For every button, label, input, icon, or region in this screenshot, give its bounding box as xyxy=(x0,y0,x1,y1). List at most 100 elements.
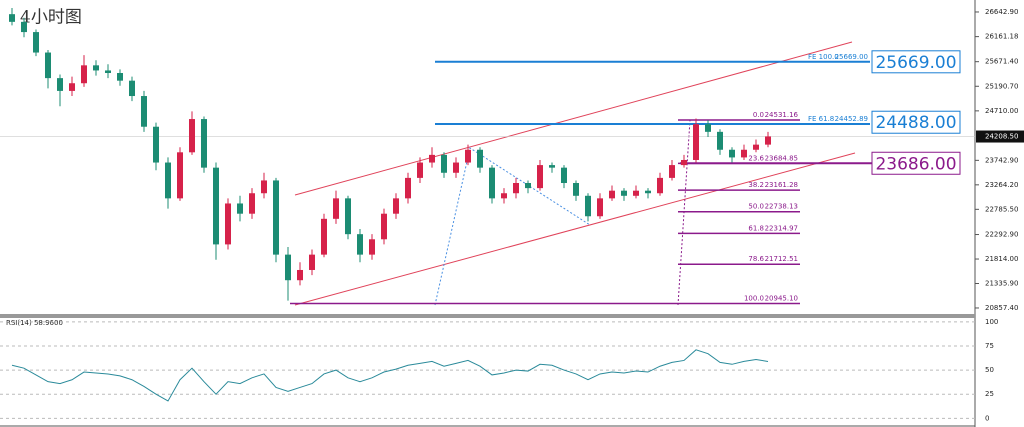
rsi-line xyxy=(11,349,769,402)
y-tick-label: 23264.20 xyxy=(985,181,1018,189)
fib-value: 20945.10 xyxy=(765,294,798,302)
candle-body xyxy=(237,203,243,214)
pane-separator xyxy=(0,314,975,318)
candle-body xyxy=(417,162,423,178)
candle-body xyxy=(753,144,759,150)
fib-value: 22314.97 xyxy=(765,224,798,232)
candle-body xyxy=(117,73,123,81)
candle-body xyxy=(249,193,255,214)
candle-body xyxy=(693,124,699,160)
chart-title: 4小时图 xyxy=(20,8,82,28)
price-box xyxy=(871,151,961,175)
fib-ratio: 23.6 xyxy=(748,154,764,162)
y-tick-label: 24710.00 xyxy=(985,107,1018,115)
candle-body xyxy=(21,21,27,33)
candle-body xyxy=(345,198,351,235)
candle-body xyxy=(525,183,531,189)
y-tick-label: 25671.40 xyxy=(985,58,1018,66)
fib-ratio: 38.2 xyxy=(748,181,764,189)
y-tick-label: 22785.50 xyxy=(985,205,1018,213)
y-tick-label: 23742.90 xyxy=(985,156,1018,164)
candle-body xyxy=(321,218,327,255)
candle-body xyxy=(393,198,399,214)
last-price-box xyxy=(976,130,1024,143)
fe-text: FE 61.8 xyxy=(808,115,834,123)
fib-value: 23684.85 xyxy=(765,154,798,162)
candle-body xyxy=(381,213,387,240)
y-tick-label: 25190.70 xyxy=(985,82,1018,90)
candle-body xyxy=(225,203,231,245)
candle-body xyxy=(213,167,219,245)
price-box xyxy=(871,110,961,134)
candle-body xyxy=(633,190,639,196)
y-tick-label: 22292.90 xyxy=(985,231,1018,239)
candle-body xyxy=(645,190,651,194)
fib-trend xyxy=(677,119,691,306)
channel-lower xyxy=(294,152,856,306)
candle-body xyxy=(357,234,363,255)
rsi-tick-label: 50 xyxy=(985,366,994,374)
rsi-tick-label: 100 xyxy=(985,318,998,326)
candle-body xyxy=(33,32,39,53)
candle-body xyxy=(681,159,687,166)
candle-body xyxy=(9,14,15,22)
y-tick-label: 26642.90 xyxy=(985,8,1018,16)
candle-body xyxy=(657,177,663,194)
candle-body xyxy=(489,167,495,199)
candle-body xyxy=(297,269,303,281)
fib-ratio: 61.8 xyxy=(748,224,764,232)
candle-body xyxy=(129,80,135,97)
price-box-label: 24488.00 xyxy=(875,113,956,133)
fib-ratio: 100.0 xyxy=(744,294,764,302)
price-box xyxy=(871,50,961,74)
candle-body xyxy=(105,70,111,74)
candle-body xyxy=(513,183,519,194)
candle-body xyxy=(405,177,411,199)
fib-value: 22738.13 xyxy=(765,203,798,211)
candle-body xyxy=(309,254,315,270)
candle-body xyxy=(561,167,567,184)
fe-text: FE 100.0 xyxy=(808,53,839,61)
candle-body xyxy=(93,65,99,71)
rsi-tick-label: 75 xyxy=(985,342,994,350)
candle-body xyxy=(609,190,615,199)
candle-body xyxy=(465,149,471,163)
candle-body xyxy=(333,198,339,219)
price-box-label: 23686.00 xyxy=(875,154,956,174)
candle-body xyxy=(273,180,279,255)
fib-ratio: 78.6 xyxy=(748,255,764,263)
candle-body xyxy=(429,154,435,163)
candle-body xyxy=(189,119,195,153)
candle-body xyxy=(729,149,735,158)
fib-value: 23161.28 xyxy=(765,181,798,189)
candle-body xyxy=(549,165,555,168)
candle-body xyxy=(537,165,543,189)
candle-body xyxy=(285,254,291,281)
candle-body xyxy=(621,190,627,196)
candle-body xyxy=(705,124,711,132)
candle-body xyxy=(585,195,591,217)
candle-body xyxy=(441,154,447,173)
candle-body xyxy=(501,193,507,199)
fib-ratio: 50.0 xyxy=(748,203,764,211)
y-tick-label: 21814.00 xyxy=(985,255,1018,263)
candle-body xyxy=(453,162,459,173)
wave-line xyxy=(434,147,591,306)
fib-ratio: 0.0 xyxy=(753,111,764,119)
candle-body xyxy=(141,96,147,127)
rsi-tick-label: 25 xyxy=(985,390,994,398)
candle-body xyxy=(165,162,171,199)
fe-value: 25669.00 xyxy=(835,53,868,61)
candle-body xyxy=(765,136,771,145)
candle-body xyxy=(45,52,51,79)
last-price-label: 24208.50 xyxy=(985,133,1018,141)
candle-body xyxy=(261,180,267,194)
candle-body xyxy=(153,126,159,163)
candle-body xyxy=(57,78,63,91)
candle-body xyxy=(369,239,375,255)
rsi-tick-label: 0 xyxy=(985,414,989,422)
candle-body xyxy=(717,131,723,150)
